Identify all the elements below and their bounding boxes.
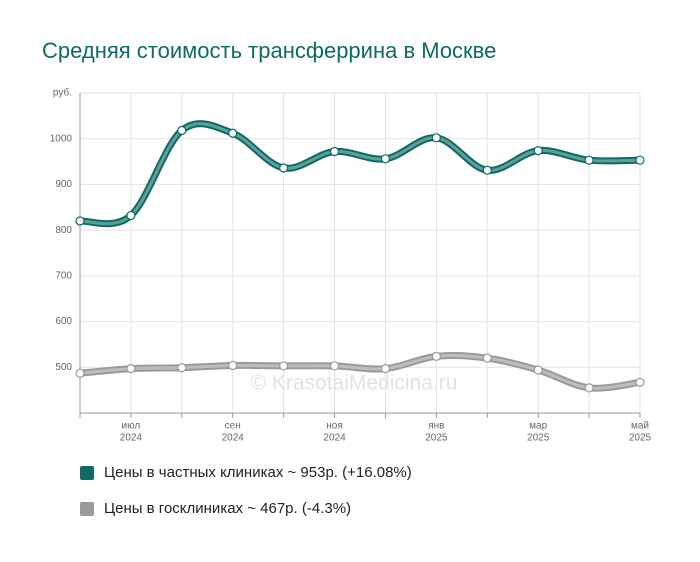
point	[279, 163, 289, 173]
x-tick-label: 2025	[527, 433, 550, 444]
y-tick-label: 600	[55, 316, 72, 327]
x-tick-label: 2024	[222, 433, 245, 444]
point	[431, 351, 441, 361]
chart-title: Средняя стоимость трансферрина в Москве	[42, 38, 496, 63]
legend-swatch	[80, 466, 94, 480]
point	[279, 361, 289, 371]
x-tick-label: мар	[529, 421, 547, 432]
point	[75, 368, 85, 378]
point	[329, 361, 340, 371]
point	[177, 125, 187, 136]
x-tick-label: 2024	[323, 433, 346, 444]
point	[635, 155, 645, 165]
point	[126, 364, 136, 374]
point	[380, 364, 391, 374]
point	[177, 363, 187, 373]
point	[482, 165, 492, 175]
x-tick-label: июл	[122, 421, 141, 432]
x-tick-label: 2025	[425, 433, 448, 444]
legend-label: Цены в частных клиниках ~ 953р. (+16.08%…	[104, 464, 412, 481]
point	[584, 383, 594, 393]
watermark: © KrasotaiMedicina.ru	[251, 372, 458, 395]
x-tick-label: май	[631, 421, 649, 432]
point	[635, 377, 645, 387]
point	[126, 210, 136, 221]
point	[228, 360, 238, 371]
y-tick-label: руб.	[53, 87, 72, 99]
y-tick-label: 500	[55, 362, 72, 373]
point	[584, 155, 594, 165]
point	[533, 146, 543, 156]
point	[75, 216, 85, 226]
x-tick-label: ноя	[326, 421, 343, 432]
point	[482, 353, 492, 363]
x-tick-label: 2025	[629, 433, 652, 444]
y-tick-label: 1000	[50, 133, 73, 144]
y-tick-label: 900	[55, 179, 72, 190]
x-tick-label: 2024	[120, 433, 143, 444]
x-tick-label: сен	[225, 421, 241, 432]
y-tick-label: 700	[55, 270, 72, 281]
point	[431, 133, 441, 143]
x-tick-label: янв	[428, 421, 444, 432]
legend-label: Цены в госклиниках ~ 467р. (-4.3%)	[104, 500, 351, 517]
point	[228, 128, 238, 138]
point	[533, 365, 543, 375]
legend-swatch	[80, 502, 94, 516]
y-tick-label: 800	[55, 225, 72, 236]
point	[329, 146, 340, 157]
point	[380, 154, 391, 164]
